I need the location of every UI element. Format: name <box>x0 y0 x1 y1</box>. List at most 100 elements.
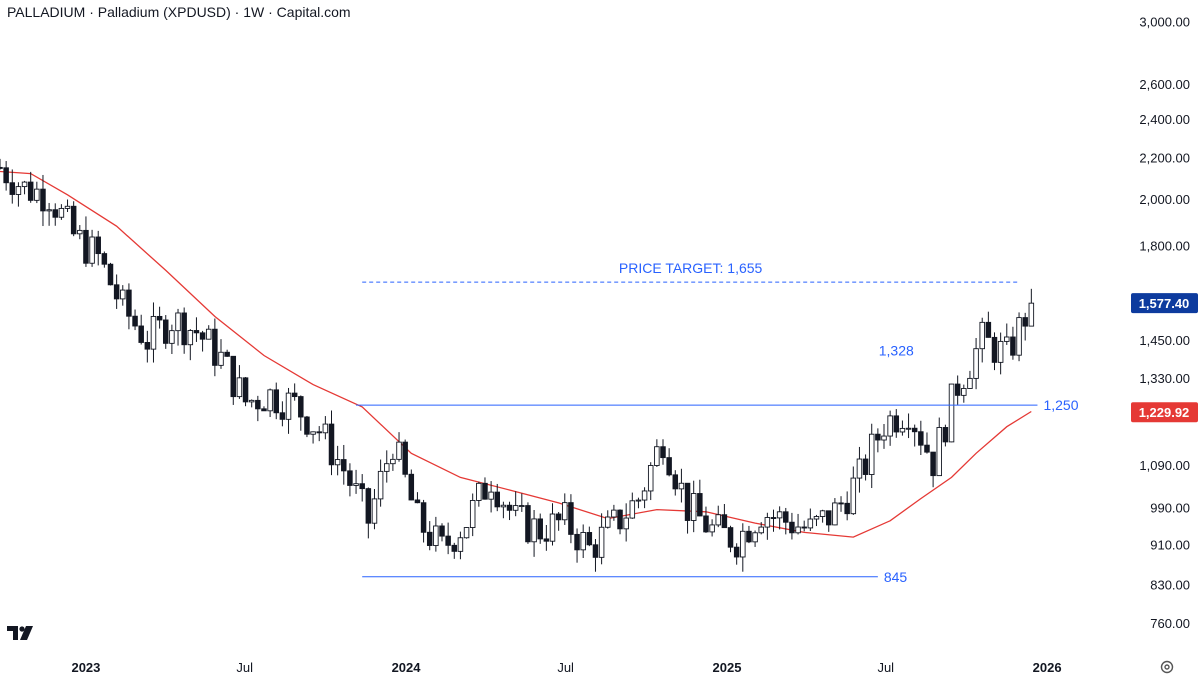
x-tick-label: Jul <box>557 660 574 675</box>
candle-body <box>611 509 617 518</box>
candle-body <box>402 441 408 475</box>
moving-average-layer <box>0 170 1032 538</box>
candle-body <box>721 514 728 529</box>
candle-body <box>181 312 187 346</box>
candle-body <box>316 431 322 434</box>
candle-body <box>162 319 169 344</box>
tradingview-logo-icon[interactable] <box>6 624 38 647</box>
candle-body <box>954 383 961 396</box>
moving-average-tag-bg <box>1131 402 1198 423</box>
candle-body <box>414 499 421 504</box>
candle-body <box>1022 317 1028 327</box>
candle-body <box>740 530 746 558</box>
candle-body <box>770 517 777 519</box>
candle-body <box>918 431 924 446</box>
candle-body <box>500 504 507 508</box>
y-tick-label: 2,000.00 <box>1139 192 1190 207</box>
levels-layer: PRICE TARGET: 1,655 1,250 845 1,328 <box>356 260 1079 585</box>
candle-body <box>3 167 9 184</box>
candle-body <box>979 321 985 350</box>
candle-body <box>1004 336 1010 342</box>
candle-body <box>1028 302 1035 327</box>
moving-average-tag: 1,229.92 <box>1139 405 1190 420</box>
candle-body <box>942 427 949 443</box>
x-tick-label: Jul <box>236 660 253 675</box>
y-tick-label: 760.00 <box>1150 616 1190 631</box>
candle-body <box>525 505 531 543</box>
candle-body <box>574 533 580 551</box>
candle-body <box>279 412 286 420</box>
candle-body <box>764 517 771 528</box>
chart-title: PALLADIUM · Palladium (XPDUSD) · 1W · Ca… <box>7 4 351 20</box>
candle-body <box>347 470 353 486</box>
candle-body <box>15 186 22 195</box>
candle-body <box>224 351 230 357</box>
candle-body <box>948 383 955 443</box>
candle-body <box>488 491 494 500</box>
candle-body <box>1010 336 1016 356</box>
candle-body <box>813 516 820 520</box>
candle-body <box>371 498 378 524</box>
candle-body <box>187 330 194 346</box>
price-axis[interactable]: 3,000.00 2,600.00 2,400.00 2,200.00 2,000.00… <box>1139 14 1190 631</box>
candle-body <box>439 525 445 537</box>
candle-body <box>537 518 543 540</box>
candle-body <box>801 526 807 529</box>
candle-body <box>592 544 599 558</box>
candle-body <box>684 482 691 521</box>
candle-body <box>531 518 537 543</box>
x-tick-label: 2023 <box>71 660 100 675</box>
candle-body <box>322 423 329 434</box>
candle-body <box>875 433 881 441</box>
candle-body <box>310 431 316 435</box>
candle-body <box>236 377 243 398</box>
candle-body <box>838 502 844 505</box>
candle-body <box>506 504 513 511</box>
candle-body <box>1016 317 1022 356</box>
candle-body <box>156 315 163 321</box>
candle-body <box>850 477 857 515</box>
candle-body <box>27 181 34 201</box>
candle-body <box>494 491 501 508</box>
candle-body <box>242 377 249 403</box>
candle-body <box>34 188 40 201</box>
candle-body <box>727 527 734 548</box>
candle-body <box>617 509 623 530</box>
candle-body <box>46 209 52 212</box>
candle-body <box>672 474 679 490</box>
candle-body <box>64 205 71 209</box>
candle-body <box>856 458 863 479</box>
candle-body <box>826 510 832 526</box>
candle-body <box>457 537 464 552</box>
candle-body <box>562 502 568 521</box>
candle-body <box>193 330 200 334</box>
candle-body <box>690 493 697 521</box>
candle-body <box>961 388 967 396</box>
gear-icon[interactable] <box>1159 659 1175 675</box>
candle-body <box>150 315 157 350</box>
candle-body <box>789 521 795 534</box>
candle-body <box>832 502 838 526</box>
candle-body <box>365 488 372 524</box>
candle-body <box>9 182 16 195</box>
candle-body <box>647 465 654 492</box>
time-axis[interactable]: 2023 Jul 2024 Jul 2025 Jul 2026 <box>71 660 1061 675</box>
candle-body <box>936 427 943 477</box>
candle-body <box>433 525 439 546</box>
x-tick-label: Jul <box>877 660 894 675</box>
level-label: 845 <box>884 569 908 585</box>
candle-body <box>291 392 298 398</box>
candle-body <box>881 435 887 441</box>
candle-body <box>605 516 611 528</box>
candle-body <box>752 532 758 543</box>
candle-body <box>555 513 562 521</box>
candle-body <box>543 538 550 542</box>
candle-body <box>469 500 476 528</box>
candle-body <box>298 396 304 418</box>
candle-body <box>70 205 77 235</box>
candle-body <box>353 483 359 486</box>
candle-body <box>629 500 636 519</box>
y-tick-label: 2,600.00 <box>1139 77 1190 92</box>
candle-body <box>654 446 660 466</box>
